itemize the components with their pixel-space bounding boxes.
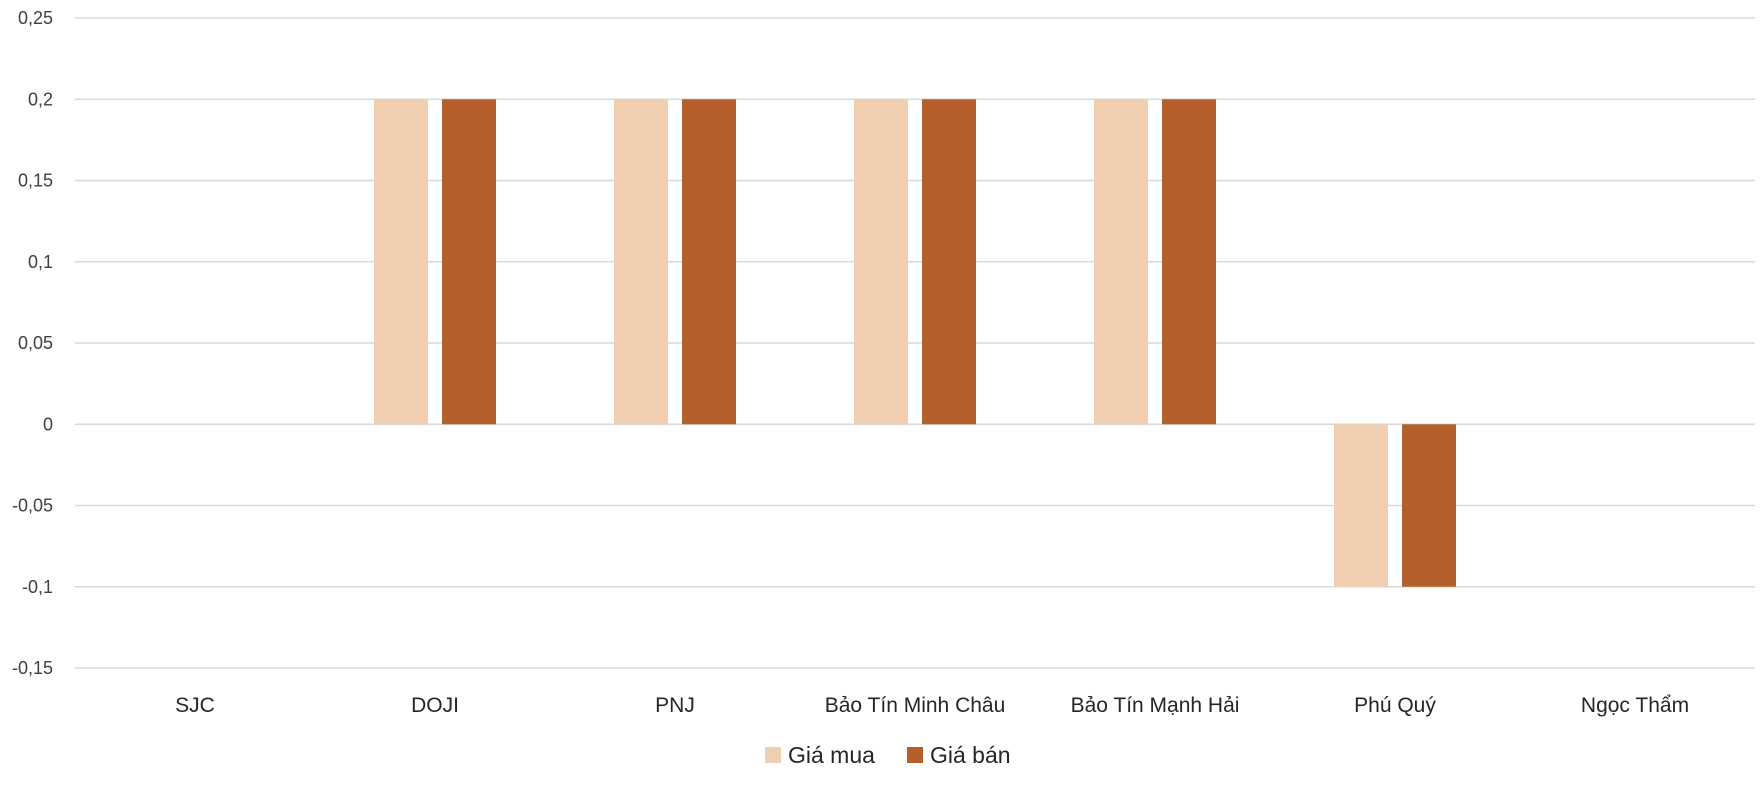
x-category-label: PNJ (655, 694, 695, 717)
bar-gia-ban-2 (682, 99, 736, 425)
y-tick-label: 0,2 (28, 89, 53, 109)
x-category-label: Bảo Tín Mạnh Hải (1071, 694, 1240, 717)
y-tick-label: 0,25 (18, 8, 53, 28)
y-tick-label: -0,15 (12, 658, 53, 678)
x-axis-category-labels: SJC DOJI PNJ Bảo Tín Minh Châu Bảo Tín Mạnh … (175, 694, 1689, 717)
y-tick-label: 0,15 (18, 171, 53, 191)
x-category-label: Bảo Tín Minh Châu (825, 694, 1006, 717)
y-tick-label: 0 (43, 414, 53, 434)
legend-label-gia-mua: Giá mua (788, 742, 875, 768)
legend: Giá mua Giá bán (765, 742, 1011, 768)
bars (374, 99, 1456, 587)
bar-gia-mua-3 (854, 99, 908, 425)
y-tick-label: 0,05 (18, 333, 53, 353)
y-tick-label: -0,1 (22, 577, 53, 597)
y-tick-label: 0,1 (28, 252, 53, 272)
gridlines (75, 17, 1755, 669)
legend-label-gia-ban: Giá bán (930, 742, 1011, 768)
bar-gia-mua-4 (1094, 99, 1148, 425)
bar-gia-ban-4 (1162, 99, 1216, 425)
bar-gia-ban-1 (442, 99, 496, 425)
x-category-label: DOJI (411, 694, 459, 717)
bar-gia-ban-5 (1402, 424, 1456, 587)
bar-gia-ban-3 (922, 99, 976, 425)
y-axis-tick-labels: 0,25 0,2 0,15 0,1 0,05 0 -0,05 -0,1 -0,15 (12, 8, 53, 678)
bar-gia-mua-1 (374, 99, 428, 425)
bar-gia-mua-5 (1334, 424, 1388, 587)
legend-swatch-gia-mua (765, 747, 781, 763)
x-category-label: Phú Quý (1354, 694, 1436, 717)
x-category-label: SJC (175, 694, 215, 717)
legend-swatch-gia-ban (907, 747, 923, 763)
y-tick-label: -0,05 (12, 496, 53, 516)
bar-gia-mua-2 (614, 99, 668, 425)
x-category-label: Ngọc Thẩm (1581, 694, 1689, 717)
